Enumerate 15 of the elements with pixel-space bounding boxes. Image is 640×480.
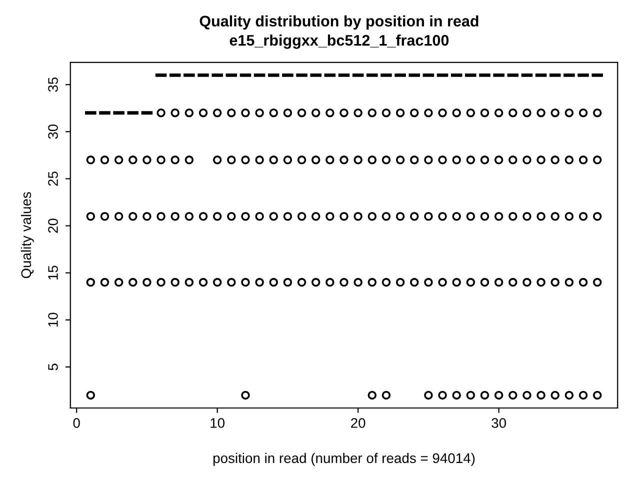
chart-subtitle: e15_rbiggxx_bc512_1_frac100 — [230, 34, 449, 49]
y-tick-label: 35 — [48, 77, 58, 92]
y-tick-label: 5 — [48, 364, 58, 370]
y-tick-label: 20 — [48, 218, 58, 233]
x-tick-label: 30 — [492, 418, 506, 428]
y-tick-label: 25 — [48, 172, 58, 186]
x-axis-title: position in read (number of reads = 94014) — [213, 452, 475, 466]
y-tick-label: 30 — [48, 124, 58, 139]
x-tick-label: 20 — [351, 418, 366, 428]
y-axis-title: Quality values — [20, 192, 34, 278]
chart-title: Quality distribution by position in read — [200, 15, 478, 30]
y-tick-label: 15 — [48, 266, 58, 280]
x-tick-label: 0 — [73, 418, 80, 428]
x-tick-label: 10 — [210, 418, 225, 428]
y-tick-label: 10 — [48, 312, 58, 327]
